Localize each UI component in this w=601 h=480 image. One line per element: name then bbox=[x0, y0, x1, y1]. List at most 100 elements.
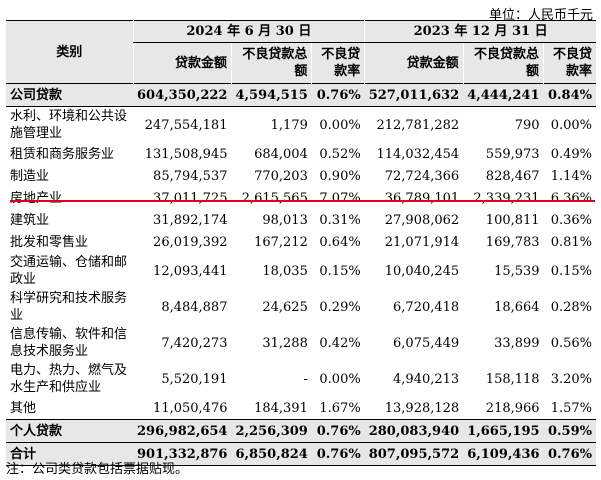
cell: - bbox=[303, 371, 308, 387]
cell: 0.00% bbox=[550, 117, 592, 133]
row-label: 批发和零售业 bbox=[10, 234, 89, 250]
col-npl-ratio-1: 不良贷款率 bbox=[311, 42, 365, 84]
category-header: 类别 bbox=[6, 20, 134, 84]
unit-label: 单位：人民币千元 bbox=[488, 8, 593, 23]
cell: 1,179 bbox=[270, 117, 308, 133]
cell: 296,982,654 bbox=[133, 419, 232, 443]
row-label: 水利、环境和公共设施管理业 bbox=[10, 109, 128, 141]
col-loan-amount-2: 贷款金额 bbox=[364, 42, 464, 84]
cell: 6,720,418 bbox=[393, 299, 460, 315]
cell: 7,420,273 bbox=[161, 335, 228, 351]
loan-table: 类别 2024 年 6 月 30 日 2023 年 12 月 31 日 贷款金额… bbox=[6, 20, 596, 466]
col-npl-total-1: 不良贷款总额 bbox=[230, 42, 312, 84]
cell: 0.49% bbox=[550, 146, 592, 162]
cell: 527,011,632 bbox=[364, 83, 464, 107]
cell: 4,444,241 bbox=[463, 83, 544, 107]
table-row: 批发和零售业 26,019,392 167,212 0.64% 21,071,9… bbox=[6, 231, 596, 253]
cell: 212,781,282 bbox=[376, 117, 460, 133]
cell: 33,899 bbox=[494, 335, 540, 351]
table-row: 公司贷款 604,350,222 4,594,515 0.76% 527,011… bbox=[6, 83, 596, 107]
cell: 790 bbox=[514, 117, 540, 133]
table-row: 电力、热力、燃气及水生产和供应业 5,520,191 - 0.00% 4,940… bbox=[6, 361, 596, 397]
cell: 85,794,537 bbox=[153, 168, 228, 184]
cell: 0.31% bbox=[319, 212, 361, 228]
cell: 100,811 bbox=[485, 212, 540, 228]
cell: 72,724,366 bbox=[384, 168, 460, 184]
cell: 36,789,101 bbox=[384, 190, 460, 206]
cell: 6.36% bbox=[550, 190, 592, 206]
cell: 5,520,191 bbox=[161, 371, 228, 387]
table-row-total: 合计 901,332,876 6,850,824 0.76% 807,095,5… bbox=[6, 442, 596, 466]
table-row: 制造业 85,794,537 770,203 0.90% 72,724,366 … bbox=[6, 165, 596, 187]
table-row: 科学研究和技术服务业 8,484,887 24,625 0.29% 6,720,… bbox=[6, 289, 596, 325]
cell: 21,071,914 bbox=[384, 234, 460, 250]
cell: 0.00% bbox=[319, 117, 361, 133]
cell: 27,908,062 bbox=[384, 212, 460, 228]
cell: 6,075,449 bbox=[393, 335, 460, 351]
table-row: 交通运输、仓储和邮政业 12,093,441 18,035 0.15% 10,0… bbox=[6, 253, 596, 289]
cell: 18,664 bbox=[494, 299, 540, 315]
cell: 169,783 bbox=[485, 234, 540, 250]
cell: 604,350,222 bbox=[133, 83, 232, 107]
period2-header: 2023 年 12 月 31 日 bbox=[364, 20, 596, 43]
cell: 98,013 bbox=[262, 212, 308, 228]
row-label: 个人贷款 bbox=[6, 419, 134, 443]
cell: 11,050,476 bbox=[133, 397, 232, 420]
cell: 2,615,565 bbox=[241, 190, 308, 206]
cell: 6,109,436 bbox=[463, 442, 544, 466]
row-label: 科学研究和技术服务业 bbox=[10, 291, 128, 323]
cell: 0.59% bbox=[543, 419, 596, 443]
cell: 0.84% bbox=[543, 83, 596, 107]
cell: 4,594,515 bbox=[231, 83, 312, 107]
row-label: 租赁和商务服务业 bbox=[10, 146, 115, 162]
cell: 0.76% bbox=[311, 419, 365, 443]
cell: 684,004 bbox=[254, 146, 308, 162]
cell: 6,850,824 bbox=[231, 442, 312, 466]
cell: 24,625 bbox=[262, 299, 308, 315]
cell: 184,391 bbox=[231, 397, 312, 420]
cell: 18,035 bbox=[262, 263, 308, 279]
cell: 8,484,887 bbox=[161, 299, 228, 315]
cell: 10,040,245 bbox=[384, 263, 460, 279]
cell: 0.56% bbox=[550, 335, 592, 351]
cell: 7.07% bbox=[319, 190, 361, 206]
cell: 807,095,572 bbox=[364, 442, 464, 466]
cell: 901,332,876 bbox=[133, 442, 232, 466]
cell: 1.57% bbox=[543, 397, 596, 420]
cell: 167,212 bbox=[254, 234, 308, 250]
cell: 247,554,181 bbox=[144, 117, 228, 133]
cell: 828,467 bbox=[485, 168, 540, 184]
cell: 0.36% bbox=[550, 212, 592, 228]
row-label: 制造业 bbox=[10, 168, 50, 184]
footnote: 注：公司类贷款包括票据贴现。 bbox=[6, 462, 189, 477]
cell: 13,928,128 bbox=[364, 397, 464, 420]
cell: 1,665,195 bbox=[463, 419, 544, 443]
period1-header: 2024 年 6 月 30 日 bbox=[132, 20, 365, 43]
cell: 0.76% bbox=[311, 83, 365, 107]
cell: 26,019,392 bbox=[153, 234, 228, 250]
row-label: 房地产业 bbox=[10, 190, 63, 206]
cell: 559,973 bbox=[485, 146, 540, 162]
col-npl-ratio-2: 不良贷款率 bbox=[543, 42, 596, 84]
cell: 770,203 bbox=[254, 168, 308, 184]
cell: 37,011,725 bbox=[153, 190, 228, 206]
cell: 1.14% bbox=[550, 168, 592, 184]
cell: 218,966 bbox=[463, 397, 544, 420]
red-highlight-line bbox=[10, 200, 595, 202]
table-row: 信息传输、软件和信息技术服务业 7,420,273 31,288 0.42% 6… bbox=[6, 325, 596, 361]
cell: 0.28% bbox=[550, 299, 592, 315]
row-label: 其他 bbox=[6, 397, 134, 420]
cell: 0.15% bbox=[550, 263, 592, 279]
cell: 12,093,441 bbox=[153, 263, 228, 279]
cell: 0.15% bbox=[319, 263, 361, 279]
cell: 0.76% bbox=[543, 442, 596, 466]
cell: 31,892,174 bbox=[153, 212, 228, 228]
cell: 0.52% bbox=[319, 146, 361, 162]
cell: 4,940,213 bbox=[393, 371, 460, 387]
row-label: 建筑业 bbox=[10, 212, 50, 228]
cell: 0.42% bbox=[319, 335, 361, 351]
cell: 0.81% bbox=[550, 234, 592, 250]
cell: 0.00% bbox=[319, 371, 361, 387]
table-row: 个人贷款 296,982,654 2,256,309 0.76% 280,083… bbox=[6, 419, 596, 443]
col-loan-amount-1: 贷款金额 bbox=[132, 42, 232, 84]
